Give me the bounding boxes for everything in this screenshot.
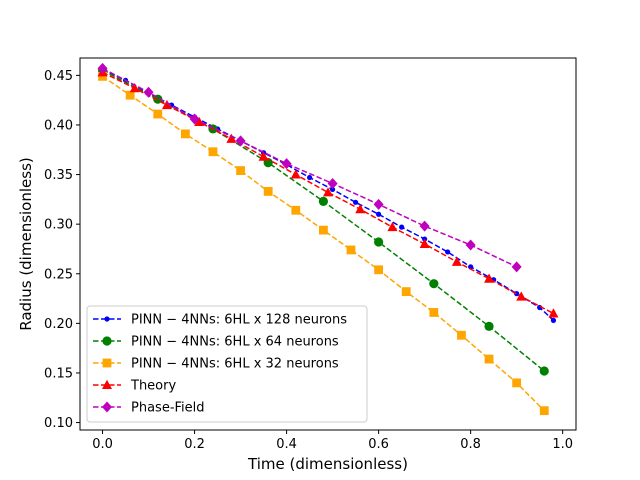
legend-label: Phase-Field — [131, 401, 205, 416]
legend-entry-5: Phase-Field — [93, 401, 205, 416]
series-5-point — [465, 239, 476, 251]
series-2-point — [318, 196, 328, 206]
x-axis-title: Time (dimensionless) — [247, 455, 408, 473]
legend-marker — [104, 316, 110, 322]
series-2-point — [374, 237, 384, 247]
series-3-point — [401, 287, 411, 297]
series-3-point — [125, 90, 135, 100]
series-3-point — [346, 245, 356, 255]
y-tick-label: 0.10 — [44, 416, 73, 431]
series-1-point — [376, 211, 382, 217]
series-3-point — [457, 330, 466, 340]
y-tick-label: 0.40 — [44, 118, 73, 133]
axes: 0.0 0.2 0.4 0.6 0.8 1.0 0.10 0.15 0.20 0.25 0.30 0.… — [44, 57, 577, 452]
series-4-point — [194, 116, 205, 126]
series-3-point — [180, 129, 190, 139]
series-3-point — [484, 354, 494, 364]
series-4-point — [516, 291, 527, 301]
series-1-point — [330, 186, 336, 193]
series-4-line — [102, 71, 554, 315]
x-tick-label: 0.2 — [184, 437, 205, 452]
x-tick-label: 0.6 — [368, 437, 389, 452]
series-3-point — [539, 406, 549, 416]
series-1-point — [353, 199, 359, 205]
y-tick-label: 0.15 — [44, 366, 73, 381]
series-4-point — [258, 151, 269, 161]
series-4-point — [548, 308, 559, 318]
series-1-point — [306, 174, 313, 181]
legend-label: PINN − 4NNs: 6HL x 64 neurons — [131, 335, 339, 350]
series-5-point — [419, 220, 430, 232]
legend-label: PINN − 4NNs: 6HL x 32 neurons — [131, 357, 339, 372]
legend-marker — [102, 379, 112, 389]
series-5-point — [143, 86, 154, 98]
series-4-point — [451, 256, 462, 266]
legend-entry-1: PINN − 4NNs: 6HL x 128 neurons — [93, 313, 347, 328]
series-2-point — [539, 366, 549, 376]
series-3-point — [153, 109, 163, 119]
series-4 — [97, 67, 559, 318]
series-3-point — [208, 147, 218, 157]
series-4-point — [129, 83, 140, 93]
series-3-point — [291, 205, 301, 215]
series-1-point — [468, 264, 474, 270]
series-3-point — [236, 166, 245, 175]
series-5-point — [97, 62, 108, 74]
y-tick-label: 0.25 — [44, 267, 73, 282]
series-5 — [97, 62, 522, 273]
y-axis-title: Radius (dimensionless) — [17, 157, 35, 331]
x-tick-label: 1.0 — [552, 437, 573, 452]
series-4-point — [161, 99, 172, 110]
series-4-point — [323, 187, 333, 197]
series-3-point — [512, 378, 522, 388]
series-5-point — [189, 113, 200, 125]
series-2-point — [429, 279, 439, 289]
series-4-point — [484, 273, 495, 283]
series-5-point — [281, 158, 292, 170]
x-tick-label: 0.4 — [276, 437, 297, 452]
legend-label: PINN − 4NNs: 6HL x 128 neurons — [131, 313, 347, 328]
legend-box — [86, 305, 368, 423]
x-tick-label: 0.0 — [92, 437, 113, 452]
legend-entry-2: PINN − 4NNs: 6HL x 64 neurons — [93, 335, 339, 350]
legend-marker — [102, 401, 112, 413]
series-4-point — [290, 169, 301, 179]
series-5-point — [235, 135, 246, 147]
x-tick-label: 0.8 — [460, 437, 481, 452]
series-3-point — [429, 308, 439, 317]
series-3-point — [318, 225, 328, 235]
legend: PINN − 4NNs: 6HL x 128 neurons PINN − 4NN… — [86, 305, 368, 423]
series-4-point — [226, 133, 237, 143]
plot-area — [97, 62, 559, 416]
y-tick-label: 0.30 — [44, 218, 73, 233]
series-1-point — [550, 317, 557, 323]
series-1-point — [399, 224, 405, 230]
legend-label: Theory — [130, 379, 176, 394]
series-5-point — [327, 177, 338, 189]
series-4-point — [419, 238, 430, 248]
y-tick-label: 0.20 — [44, 317, 73, 332]
y-tick-label: 0.45 — [44, 69, 73, 84]
legend-entry-3: PINN − 4NNs: 6HL x 32 neurons — [93, 357, 339, 372]
series-5-point — [511, 261, 522, 273]
series-5-line — [102, 67, 517, 268]
series-1-point — [445, 249, 451, 255]
axes-frame — [79, 57, 577, 431]
legend-marker — [102, 336, 112, 346]
series-3-point — [263, 187, 273, 196]
series-3-point — [374, 265, 384, 275]
series-1-point — [514, 291, 520, 297]
series-2-point — [484, 321, 494, 331]
legend-marker — [102, 358, 112, 368]
series-5-point — [373, 198, 384, 210]
series-4-point — [355, 204, 366, 214]
y-tick-label: 0.35 — [44, 168, 73, 183]
legend-entry-4: Theory — [93, 379, 176, 394]
series-4-point — [387, 221, 398, 232]
